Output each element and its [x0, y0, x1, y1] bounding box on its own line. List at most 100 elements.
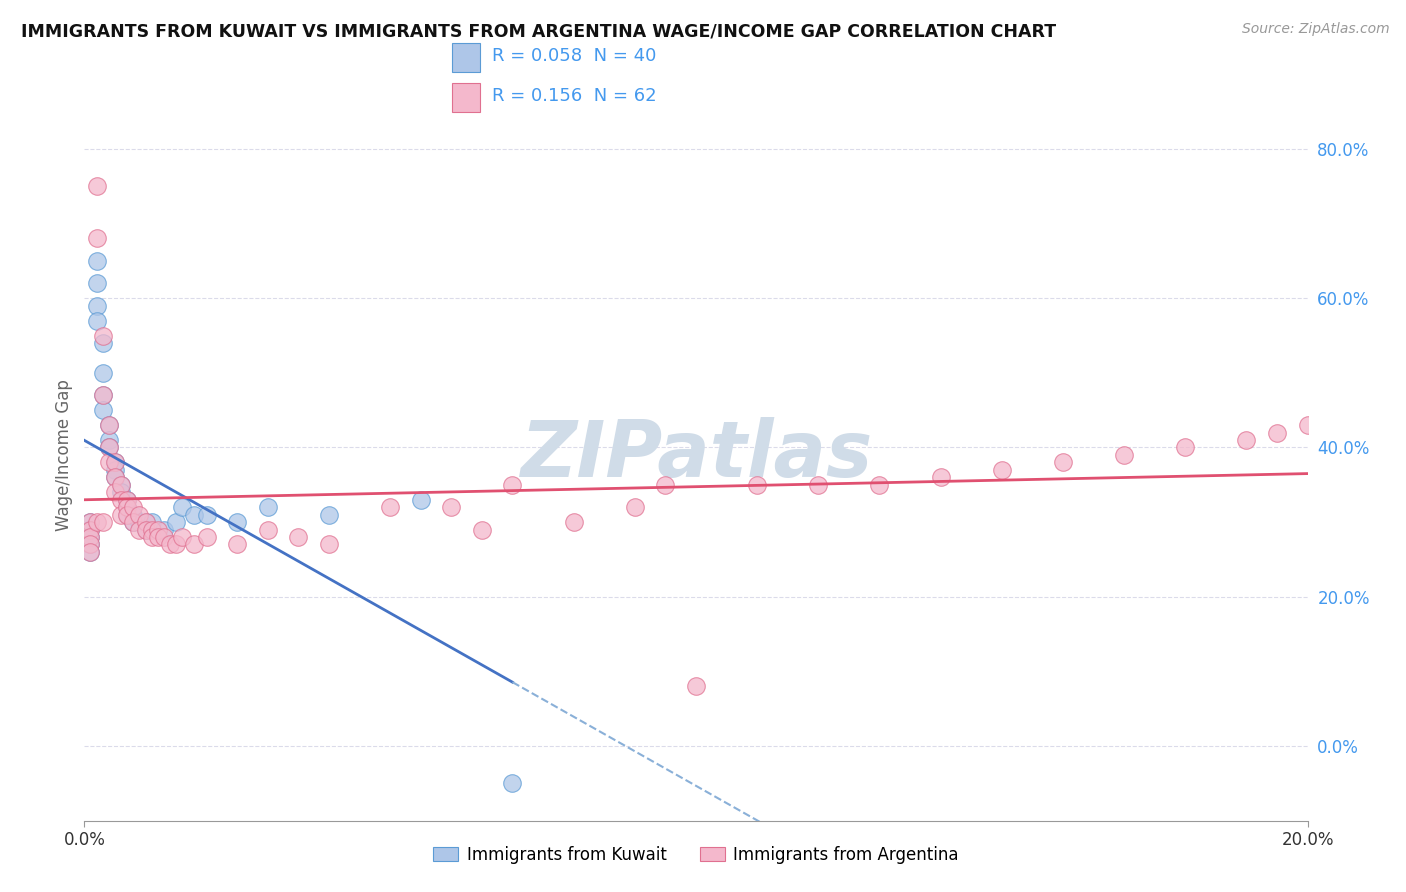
Point	[115, 492, 138, 507]
Point	[110, 485, 132, 500]
Point	[79, 530, 101, 544]
Point	[97, 418, 120, 433]
Point	[86, 277, 108, 291]
Point	[318, 508, 340, 522]
Point	[135, 523, 157, 537]
Point	[135, 515, 157, 529]
Point	[86, 253, 108, 268]
Point	[135, 523, 157, 537]
Point	[104, 455, 127, 469]
Text: IMMIGRANTS FROM KUWAIT VS IMMIGRANTS FROM ARGENTINA WAGE/INCOME GAP CORRELATION : IMMIGRANTS FROM KUWAIT VS IMMIGRANTS FRO…	[21, 22, 1056, 40]
Point	[104, 470, 127, 484]
Point	[91, 335, 114, 350]
Point	[104, 470, 127, 484]
Point	[135, 515, 157, 529]
Bar	[453, 44, 479, 72]
Point	[141, 515, 163, 529]
Point	[153, 530, 176, 544]
Y-axis label: Wage/Income Gap: Wage/Income Gap	[55, 379, 73, 531]
Point	[86, 179, 108, 194]
Point	[122, 515, 145, 529]
Text: ZIPatlas: ZIPatlas	[520, 417, 872, 493]
Point	[110, 477, 132, 491]
Point	[502, 477, 524, 491]
Point	[97, 418, 120, 433]
Point	[79, 537, 101, 551]
Point	[318, 537, 340, 551]
Point	[91, 366, 114, 380]
Point	[79, 523, 101, 537]
Point	[97, 441, 120, 455]
Point	[86, 515, 108, 529]
Point	[1174, 441, 1197, 455]
Point	[91, 328, 114, 343]
Point	[440, 500, 463, 515]
Text: Source: ZipAtlas.com: Source: ZipAtlas.com	[1241, 22, 1389, 37]
Point	[1236, 433, 1258, 447]
Point	[91, 388, 114, 402]
Point	[104, 455, 127, 469]
Point	[91, 403, 114, 417]
Point	[869, 477, 891, 491]
Point	[287, 530, 309, 544]
Point	[195, 508, 218, 522]
Point	[86, 313, 108, 327]
Point	[122, 500, 145, 515]
Text: R = 0.058  N = 40: R = 0.058 N = 40	[492, 47, 657, 65]
Point	[685, 679, 707, 693]
Point	[226, 537, 249, 551]
Point	[86, 231, 108, 245]
Point	[654, 477, 676, 491]
Point	[183, 537, 205, 551]
Point	[257, 523, 280, 537]
Point	[159, 537, 181, 551]
Legend: Immigrants from Kuwait, Immigrants from Argentina: Immigrants from Kuwait, Immigrants from …	[426, 839, 966, 871]
Point	[110, 508, 132, 522]
Point	[79, 523, 101, 537]
Point	[79, 545, 101, 559]
Point	[115, 500, 138, 515]
Point	[172, 530, 194, 544]
Point	[97, 441, 120, 455]
Point	[110, 477, 132, 491]
Point	[165, 537, 187, 551]
Point	[86, 299, 108, 313]
Point	[1114, 448, 1136, 462]
Point	[104, 485, 127, 500]
Point	[747, 477, 769, 491]
Bar	[453, 83, 479, 112]
Point	[128, 515, 150, 529]
Point	[91, 388, 114, 402]
Point	[195, 530, 218, 544]
Point	[128, 523, 150, 537]
Point	[471, 523, 494, 537]
Text: R = 0.156  N = 62: R = 0.156 N = 62	[492, 87, 657, 105]
Point	[115, 508, 138, 522]
Point	[79, 515, 101, 529]
Point	[79, 537, 101, 551]
Point	[807, 477, 830, 491]
Point	[146, 523, 169, 537]
Point	[562, 515, 585, 529]
Point	[115, 492, 138, 507]
Point	[257, 500, 280, 515]
Point	[172, 500, 194, 515]
Point	[122, 508, 145, 522]
Point	[1265, 425, 1288, 440]
Point	[380, 500, 402, 515]
Point	[226, 515, 249, 529]
Point	[1052, 455, 1074, 469]
Point	[991, 463, 1014, 477]
Point	[183, 508, 205, 522]
Point	[91, 515, 114, 529]
Point	[79, 530, 101, 544]
Point	[122, 515, 145, 529]
Point	[146, 530, 169, 544]
Point	[115, 508, 138, 522]
Point	[165, 515, 187, 529]
Point	[624, 500, 647, 515]
Point	[409, 492, 432, 507]
Point	[79, 515, 101, 529]
Point	[97, 433, 120, 447]
Point	[153, 523, 176, 537]
